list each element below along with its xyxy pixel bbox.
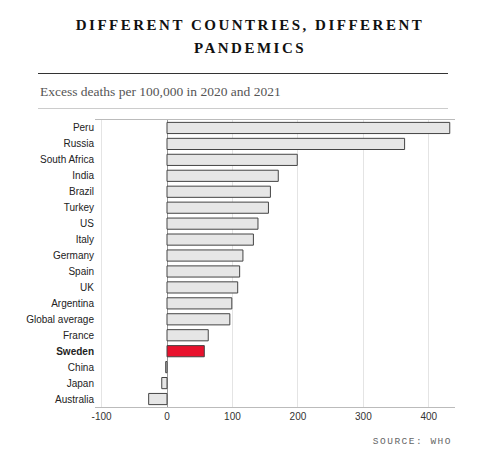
svg-text:Japan: Japan — [67, 378, 94, 389]
html-text:DIFFERENT COUNTRIES, DIFFERENT: DIFFERENT COUNTRIES, DIFFERENT PANDEMICS — [75, 17, 425, 56]
svg-text:Peru: Peru — [73, 122, 94, 133]
svg-text:Germany: Germany — [53, 250, 94, 261]
svg-text:Turkey: Turkey — [64, 202, 94, 213]
svg-text:Global average: Global average — [26, 314, 94, 325]
svg-text:India: India — [72, 170, 94, 181]
svg-text:Australia: Australia — [55, 394, 94, 405]
svg-text:100: 100 — [224, 411, 241, 422]
svg-text:South Africa: South Africa — [40, 154, 94, 165]
svg-text:US: US — [80, 218, 94, 229]
svg-text:400: 400 — [420, 411, 437, 422]
svg-text:200: 200 — [290, 411, 307, 422]
svg-text:France: France — [63, 330, 95, 341]
svg-text:Russia: Russia — [63, 138, 94, 149]
html-text:SOURCE: WHO: SOURCE: WHO — [372, 436, 452, 447]
html-text:Excess deaths per 100,000 in 2: Excess deaths per 100,000 in 2020 and 20… — [40, 84, 281, 99]
svg-text:Argentina: Argentina — [51, 298, 94, 309]
svg-text:UK: UK — [80, 282, 94, 293]
svg-text:-100: -100 — [92, 411, 112, 422]
svg-text:Spain: Spain — [68, 266, 94, 277]
svg-text:Italy: Italy — [76, 234, 94, 245]
svg-text:Sweden: Sweden — [56, 346, 94, 357]
svg-text:Brazil: Brazil — [69, 186, 94, 197]
svg-text:China: China — [68, 362, 95, 373]
svg-text:300: 300 — [355, 411, 372, 422]
svg-text:0: 0 — [164, 411, 170, 422]
